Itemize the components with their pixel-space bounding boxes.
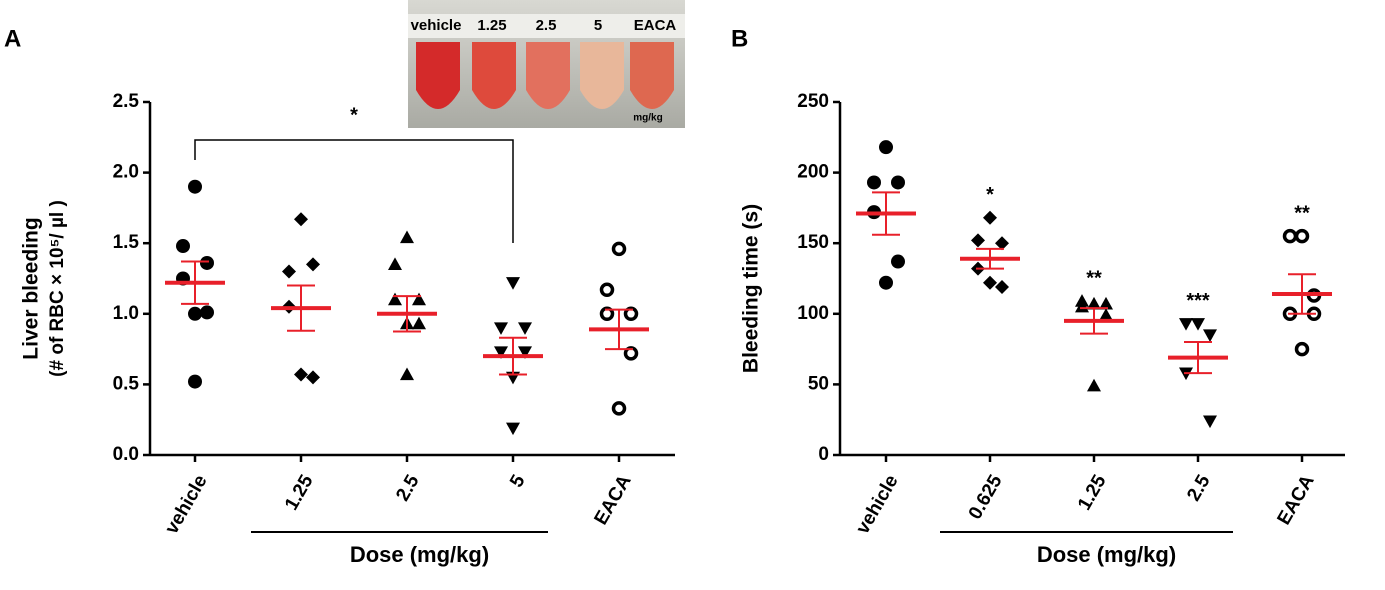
data-point [1075,294,1089,307]
data-point [388,292,402,306]
data-point [879,275,893,290]
inset-label: EACA [634,17,677,34]
inset-label: vehicle [411,17,462,34]
data-point [623,346,639,361]
data-point [995,279,1009,294]
data-point [1294,228,1310,244]
y-tick-label: 100 [797,303,829,324]
data-point [282,264,296,279]
x-tick-label: vehicle [852,472,902,538]
y-tick-label: 1.0 [113,303,139,324]
data-point [1191,318,1205,331]
y-tick-label: 150 [797,232,829,253]
data-point [188,374,202,389]
data-point [176,239,190,254]
data-point [518,322,532,335]
significance: * [986,184,994,206]
data-point [891,254,905,269]
data-point [200,255,214,270]
data-point [294,367,308,382]
data-point [400,367,414,381]
data-point [983,275,997,290]
bracket-label: * [350,104,358,126]
inset-unit: mg/kg [633,113,662,124]
data-point [518,346,532,359]
data-point [506,422,520,436]
data-point [412,316,426,330]
x-axis-label: Dose (mg/kg) [350,542,489,567]
data-point [995,236,1009,251]
data-point [188,306,202,321]
data-point [388,257,402,270]
data-point [494,322,508,335]
data-point [506,277,520,290]
y-tick-label: 50 [808,373,829,394]
significance: ** [1294,202,1310,224]
data-point [623,306,639,322]
panel-label: A [4,25,21,52]
x-tick-label: 2.5 [1183,471,1215,505]
data-point [983,210,997,225]
y-axis-label: (# of RBC × 10⁵/ µl ) [47,200,68,377]
data-point [611,241,627,257]
data-point [1294,341,1310,357]
data-point [1087,296,1101,310]
panel-label: B [731,25,748,52]
x-tick-label: 1.25 [281,471,318,514]
y-tick-label: 200 [797,162,829,183]
data-point [200,305,214,320]
data-point [188,179,202,194]
data-point [599,306,615,322]
data-point [1203,329,1217,342]
x-tick-label: EACA [1274,471,1319,528]
data-point [611,401,627,416]
inset-photo [408,0,685,128]
data-point [1203,415,1217,429]
data-point [400,230,414,244]
data-point [867,175,881,190]
x-tick-label: EACA [591,471,636,528]
significance: ** [1086,267,1102,289]
significance: *** [1186,290,1210,312]
y-axis-label: Bleeding time (s) [740,204,763,373]
y-axis-label: Liver bleeding [20,217,43,359]
y-tick-label: 0.5 [113,373,140,394]
bracket [194,139,514,243]
inset-label: 5 [594,17,602,34]
data-point [1179,318,1193,331]
data-point [294,212,308,227]
y-tick-label: 0 [818,444,829,465]
y-tick-label: 250 [797,91,829,112]
x-axis-label: Dose (mg/kg) [1037,542,1176,567]
y-tick-label: 1.5 [113,232,140,253]
inset-label: 2.5 [536,17,557,34]
x-tick-label: vehicle [161,472,211,538]
data-point [1099,296,1113,310]
y-tick-label: 0.0 [113,444,139,465]
data-point [1282,228,1298,244]
x-tick-label: 1.25 [1074,471,1111,514]
x-tick-label: 0.625 [965,471,1007,523]
x-tick-label: 2.5 [392,471,424,505]
data-point [891,175,905,190]
x-tick-label: 5 [506,471,530,491]
data-point [971,233,985,248]
y-tick-label: 2.0 [113,162,139,183]
data-point [879,140,893,155]
data-point [306,370,320,385]
data-point [494,346,508,359]
data-point [599,282,615,298]
data-point [412,292,426,306]
inset-label: 1.25 [477,17,506,34]
data-point [1087,378,1101,392]
data-point [1099,308,1113,321]
y-tick-label: 2.5 [113,91,140,112]
data-point [306,257,320,272]
